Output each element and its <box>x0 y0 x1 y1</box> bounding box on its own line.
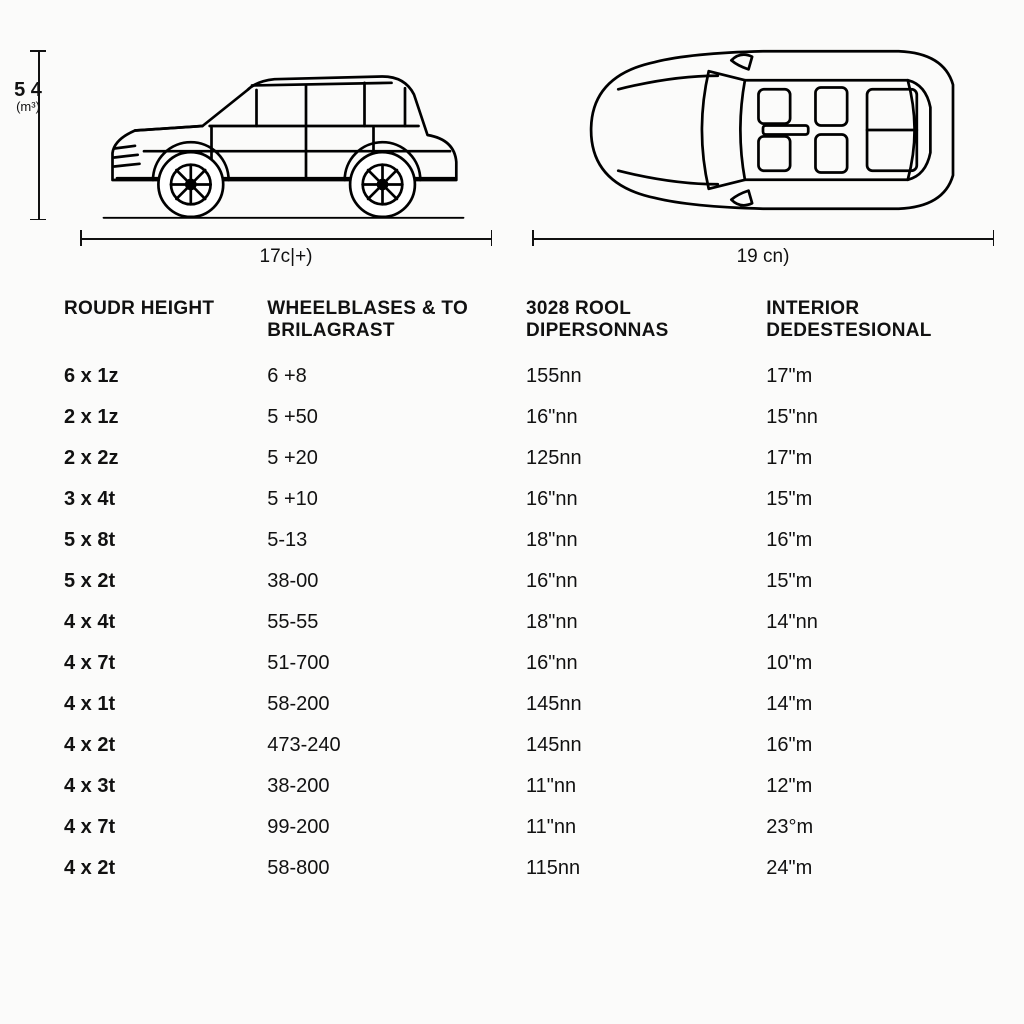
table-cell: 15"m <box>762 561 984 602</box>
length-label: 17c|+) <box>80 246 492 268</box>
table-cell: 23°m <box>762 807 984 848</box>
table-cell: 11"nn <box>522 807 762 848</box>
table-cell: 16"nn <box>522 643 762 684</box>
car-top-icon <box>532 35 994 225</box>
table-cell: 24"m <box>762 848 984 889</box>
table-cell: 5 +50 <box>263 397 522 438</box>
top-length-label: 19 cn) <box>532 246 994 268</box>
table-cell: 5 x 8t <box>60 520 263 561</box>
col-header-2: 3028 ROOL DIPERSONNAS <box>522 290 762 356</box>
table-cell: 125nn <box>522 438 762 479</box>
dimensions-table: ROUDR HEIGHT WHEELBLASES & TO BRILAGRAST… <box>0 280 1024 889</box>
table-cell: 3 x 4t <box>60 479 263 520</box>
table-row: 3 x 4t5 +1016"nn15"m <box>60 479 984 520</box>
table-cell: 145nn <box>522 684 762 725</box>
table-row: 2 x 2z5 +20125nn17"m <box>60 438 984 479</box>
table-cell: 4 x 4t <box>60 602 263 643</box>
top-view-diagram: 19 cn) <box>522 20 1004 280</box>
table-row: 4 x 2t473-240145nn16"m <box>60 725 984 766</box>
table-cell: 155nn <box>522 356 762 397</box>
height-value: 5 4 <box>14 79 42 101</box>
table-cell: 4 x 3t <box>60 766 263 807</box>
table-cell: 4 x 7t <box>60 807 263 848</box>
car-side-icon <box>75 45 492 225</box>
table-cell: 38-200 <box>263 766 522 807</box>
table-cell: 16"nn <box>522 397 762 438</box>
table-row: 4 x 7t51-70016"nn10"m <box>60 643 984 684</box>
table-row: 6 x 1z6 +8155nn17"m <box>60 356 984 397</box>
table-cell: 145nn <box>522 725 762 766</box>
height-label: 5 4 (m³) <box>14 80 42 113</box>
table-cell: 5 x 2t <box>60 561 263 602</box>
table-cell: 6 x 1z <box>60 356 263 397</box>
table-cell: 16"m <box>762 725 984 766</box>
table-cell: 38-00 <box>263 561 522 602</box>
side-view-diagram: 5 4 (m³) <box>20 20 502 280</box>
table-row: 2 x 1z5 +5016"nn15"nn <box>60 397 984 438</box>
table-cell: 5 +10 <box>263 479 522 520</box>
col-header-0: ROUDR HEIGHT <box>60 290 263 356</box>
table-body: 6 x 1z6 +8155nn17"m2 x 1z5 +5016"nn15"nn… <box>60 356 984 889</box>
table-cell: 14"m <box>762 684 984 725</box>
top-length-dimension: 19 cn) <box>532 230 994 260</box>
table-cell: 14"nn <box>762 602 984 643</box>
table-cell: 17"m <box>762 438 984 479</box>
table-cell: 5-13 <box>263 520 522 561</box>
table-cell: 17"m <box>762 356 984 397</box>
table-cell: 6 +8 <box>263 356 522 397</box>
table-cell: 58-800 <box>263 848 522 889</box>
table-row: 4 x 2t58-800115nn24"m <box>60 848 984 889</box>
length-dimension: 17c|+) <box>80 230 492 260</box>
table-row: 4 x 1t58-200145nn14"m <box>60 684 984 725</box>
table-cell: 51-700 <box>263 643 522 684</box>
table-cell: 11"nn <box>522 766 762 807</box>
table-cell: 18"nn <box>522 602 762 643</box>
table-cell: 2 x 2z <box>60 438 263 479</box>
table-row: 4 x 3t38-20011"nn12"m <box>60 766 984 807</box>
table-cell: 55-55 <box>263 602 522 643</box>
height-unit: (m³) <box>14 100 42 113</box>
table-cell: 10"m <box>762 643 984 684</box>
table-cell: 2 x 1z <box>60 397 263 438</box>
table-cell: 4 x 7t <box>60 643 263 684</box>
table-cell: 18"nn <box>522 520 762 561</box>
table-cell: 12"m <box>762 766 984 807</box>
table-row: 5 x 8t5-1318"nn16"m <box>60 520 984 561</box>
table-cell: 16"nn <box>522 479 762 520</box>
table-header-row: ROUDR HEIGHT WHEELBLASES & TO BRILAGRAST… <box>60 290 984 356</box>
table-row: 4 x 4t55-5518"nn14"nn <box>60 602 984 643</box>
table-cell: 4 x 1t <box>60 684 263 725</box>
page: 5 4 (m³) <box>0 0 1024 1024</box>
table-cell: 115nn <box>522 848 762 889</box>
table-cell: 15"m <box>762 479 984 520</box>
table-row: 5 x 2t38-0016"nn15"m <box>60 561 984 602</box>
table-cell: 58-200 <box>263 684 522 725</box>
table-row: 4 x 7t99-20011"nn23°m <box>60 807 984 848</box>
table-cell: 16"nn <box>522 561 762 602</box>
table-cell: 5 +20 <box>263 438 522 479</box>
col-header-1: WHEELBLASES & TO BRILAGRAST <box>263 290 522 356</box>
table-cell: 473-240 <box>263 725 522 766</box>
table-cell: 16"m <box>762 520 984 561</box>
table-cell: 4 x 2t <box>60 725 263 766</box>
height-dimension <box>20 50 60 220</box>
diagrams-row: 5 4 (m³) <box>0 0 1024 280</box>
table-cell: 99-200 <box>263 807 522 848</box>
table-cell: 15"nn <box>762 397 984 438</box>
col-header-3: INTERIOR DEDESTESIONAL <box>762 290 984 356</box>
table-cell: 4 x 2t <box>60 848 263 889</box>
